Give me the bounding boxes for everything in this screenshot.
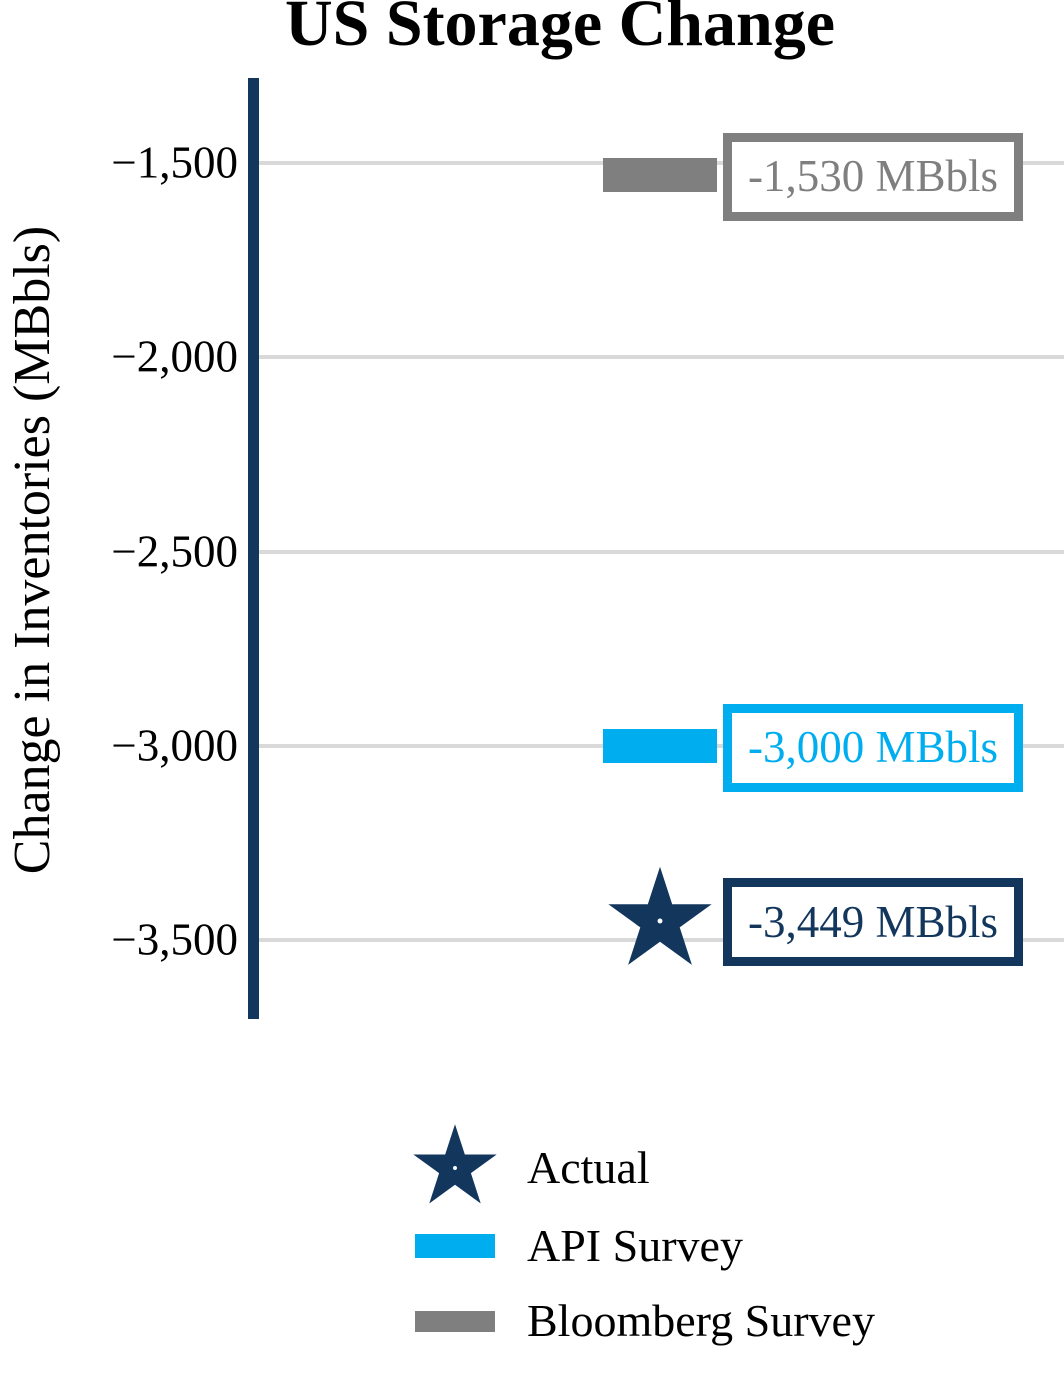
value-label-text: -3,000 MBbls [747,722,999,773]
legend-label: Actual [527,1142,650,1193]
legend-swatch [409,1122,501,1214]
y-tick-label: −1,500 [111,137,238,188]
value-label-text: -1,530 MBbls [747,151,999,202]
legend-swatch [409,1234,501,1258]
star-icon [413,1124,497,1204]
value-label-box: -3,449 MBbls [723,878,1023,967]
legend-swatch [409,1310,501,1332]
legend-label: Bloomberg Survey [527,1295,875,1346]
legend-item-bloomberg-survey: Bloomberg Survey [409,1298,875,1344]
chart-title: US Storage Change [284,0,836,60]
star-icon [608,866,712,966]
y-tick-label: −2,500 [111,526,238,576]
legend-bar-swatch [415,1310,495,1332]
y-tick-label: −3,500 [111,914,238,965]
value-label-box: -3,000 MBbls [723,703,1023,792]
actual-star-marker [603,864,717,978]
legend-bar-swatch [415,1234,495,1258]
legend-item-api-survey: API Survey [409,1223,743,1269]
gridline [259,549,1064,554]
api-survey-bar-marker [603,728,717,763]
gridline [259,355,1064,360]
value-label-box: -1,530 MBbls [723,132,1023,221]
value-label-text: -3,449 MBbls [747,896,999,947]
bloomberg-survey-bar-marker [603,157,717,192]
legend-label: API Survey [527,1220,743,1271]
y-axis-spine [248,78,259,1019]
y-axis-label: Change in Inventories (MBbls) [4,225,61,875]
y-tick-label: −3,000 [111,720,238,771]
legend-item-actual: Actual [409,1122,650,1214]
y-tick-label: −2,000 [111,331,238,382]
